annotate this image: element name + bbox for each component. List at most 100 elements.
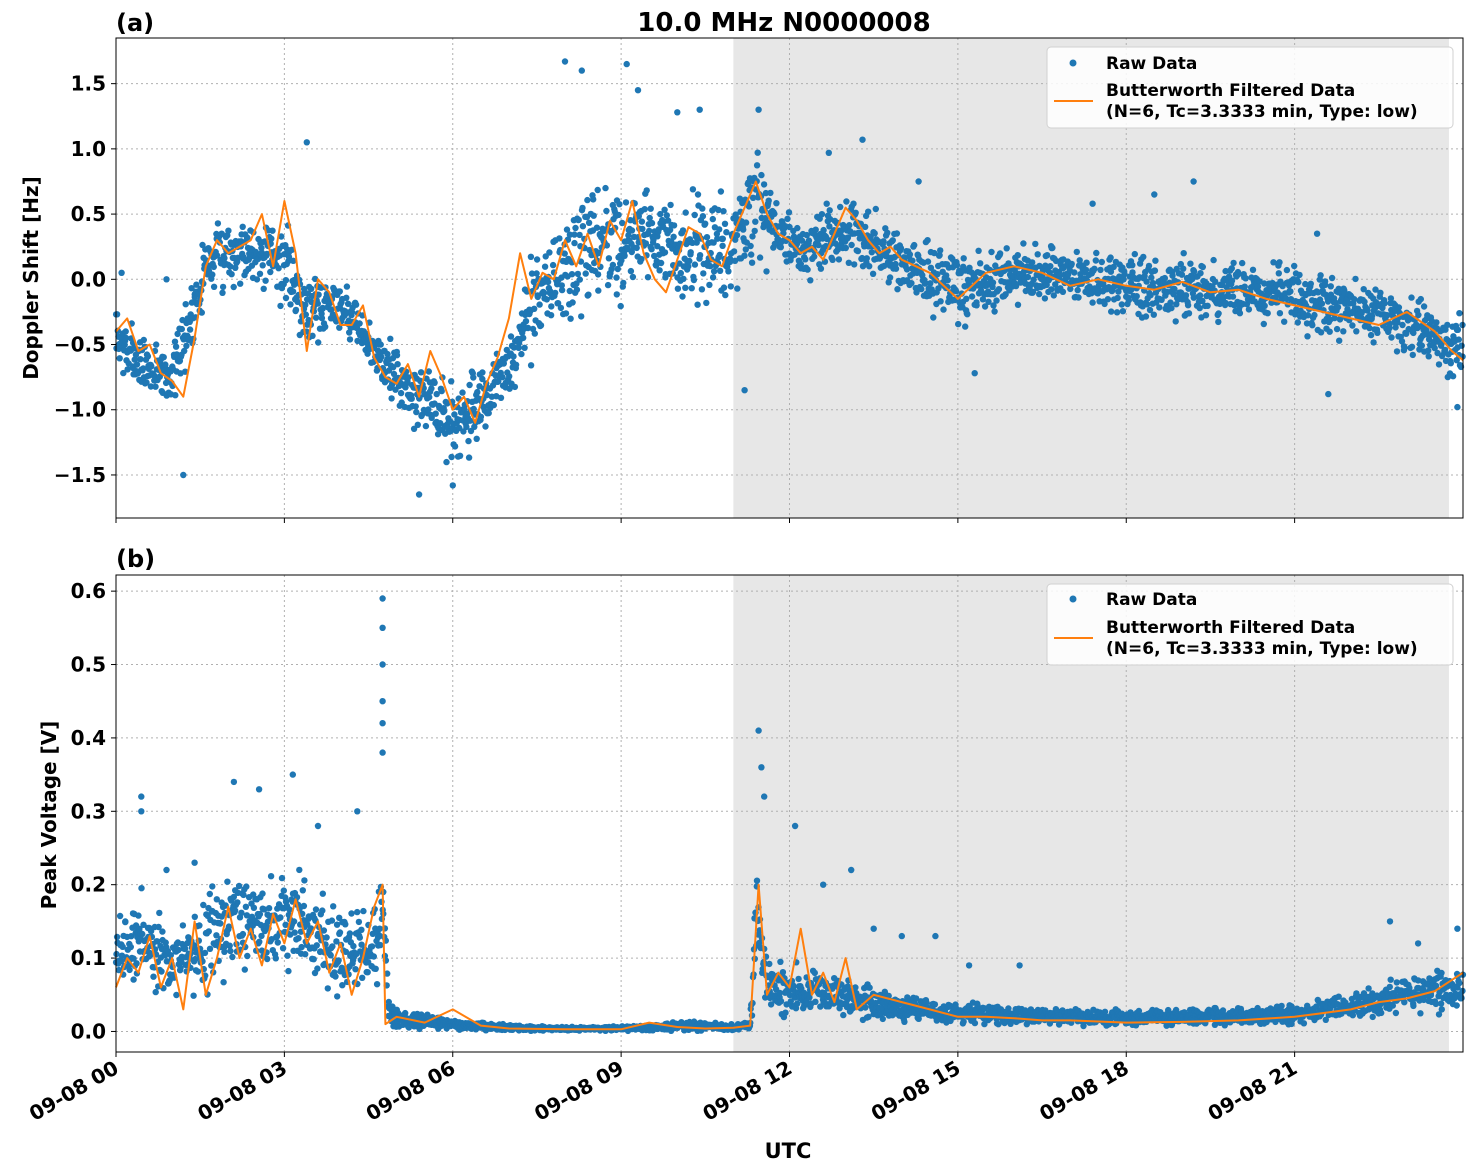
raw-data-point: [1409, 351, 1417, 359]
raw-data-point: [193, 281, 200, 288]
raw-data-point: [1235, 271, 1242, 278]
raw-data-point: [1046, 269, 1054, 276]
raw-data-point: [302, 301, 309, 309]
raw-data-point: [1449, 373, 1457, 380]
raw-data-point: [314, 300, 321, 307]
raw-data-point: [749, 233, 756, 240]
raw-data-point: [324, 985, 331, 992]
raw-data-point: [897, 245, 905, 252]
raw-data-point: [441, 407, 448, 415]
panel-label-b: (b): [116, 545, 155, 573]
raw-data-point: [1150, 311, 1158, 318]
raw-data-point: [346, 930, 354, 937]
raw-data-point: [922, 280, 929, 287]
raw-data-point: [384, 350, 391, 358]
raw-data-point: [470, 405, 477, 413]
raw-data-point: [1145, 262, 1153, 270]
raw-data-point: [568, 271, 576, 278]
raw-data-point: [428, 385, 435, 392]
raw-data-point: [537, 322, 545, 329]
raw-data-point: [152, 988, 159, 996]
raw-data-point: [558, 282, 565, 289]
raw-data-point: [220, 979, 227, 986]
raw-data-point: [679, 293, 686, 300]
raw-data-point: [388, 395, 395, 402]
raw-data-point: [936, 251, 943, 259]
raw-data-point: [1395, 304, 1403, 311]
raw-data-point: [863, 255, 870, 262]
raw-data-point: [1119, 308, 1127, 315]
raw-data-point: [820, 226, 827, 234]
raw-data-point: [720, 208, 727, 215]
raw-data-point: [955, 320, 962, 328]
raw-data-point: [859, 136, 866, 143]
raw-data-point: [709, 215, 716, 223]
raw-data-point: [477, 413, 485, 420]
raw-data-point: [1068, 260, 1075, 268]
raw-data-point: [865, 208, 872, 215]
raw-data-point: [674, 285, 682, 292]
raw-data-point: [1260, 320, 1268, 328]
panel-label-a: (a): [116, 9, 154, 37]
raw-data-point: [1125, 297, 1133, 304]
raw-data-point: [1307, 280, 1315, 287]
raw-data-point: [927, 280, 934, 287]
raw-data-point: [122, 328, 129, 335]
raw-data-point: [726, 258, 734, 265]
raw-data-point: [356, 934, 363, 941]
raw-data-point: [137, 356, 144, 363]
raw-data-point: [703, 234, 711, 241]
raw-data-point: [1052, 257, 1060, 265]
y-tick-label: 0.0: [71, 267, 106, 291]
raw-data-point: [558, 286, 566, 294]
raw-data-point: [1041, 295, 1049, 302]
raw-data-point: [1318, 300, 1326, 307]
raw-data-point: [634, 87, 642, 94]
raw-data-point: [265, 905, 273, 912]
raw-data-point: [524, 324, 532, 332]
raw-data-point: [320, 927, 328, 934]
raw-data-point: [852, 209, 859, 216]
raw-data-point: [777, 958, 784, 965]
raw-data-point: [178, 325, 185, 333]
y-axis-label-a: Doppler Shift [Hz]: [19, 176, 43, 380]
raw-data-point: [971, 1019, 979, 1027]
x-ticks-a: [115, 518, 1296, 523]
raw-data-point: [644, 274, 652, 281]
raw-data-point: [1399, 321, 1406, 329]
raw-data-point: [1184, 302, 1192, 309]
raw-data-point: [1131, 250, 1139, 258]
raw-data-point: [422, 422, 430, 430]
raw-data-point: [903, 266, 911, 273]
raw-data-point: [1030, 276, 1037, 283]
raw-data-point: [140, 336, 147, 344]
raw-data-point: [158, 968, 165, 975]
raw-data-point: [585, 219, 593, 226]
raw-data-point: [210, 263, 217, 271]
raw-data-point: [988, 248, 995, 256]
raw-data-point: [651, 252, 658, 260]
raw-data-point: [869, 270, 877, 277]
raw-data-point: [556, 235, 563, 242]
raw-data-point: [850, 200, 857, 207]
raw-data-point: [1294, 319, 1302, 326]
raw-data-point: [444, 400, 451, 407]
raw-data-point: [638, 218, 646, 225]
raw-data-point: [771, 210, 778, 217]
raw-data-point: [153, 341, 160, 348]
raw-data-point: [716, 251, 723, 259]
raw-data-point: [228, 271, 235, 278]
raw-data-point: [301, 877, 308, 884]
raw-data-point: [1097, 266, 1104, 274]
raw-data-point: [227, 263, 234, 270]
raw-data-point: [373, 981, 381, 988]
raw-data-point: [290, 257, 297, 264]
raw-data-point: [843, 198, 850, 205]
raw-data-point: [124, 366, 131, 373]
raw-data-point: [666, 226, 674, 234]
raw-data-point: [616, 201, 623, 208]
raw-data-point: [241, 966, 248, 973]
raw-data-point: [719, 242, 726, 249]
raw-data-point: [209, 271, 216, 278]
raw-data-point: [1317, 329, 1325, 336]
